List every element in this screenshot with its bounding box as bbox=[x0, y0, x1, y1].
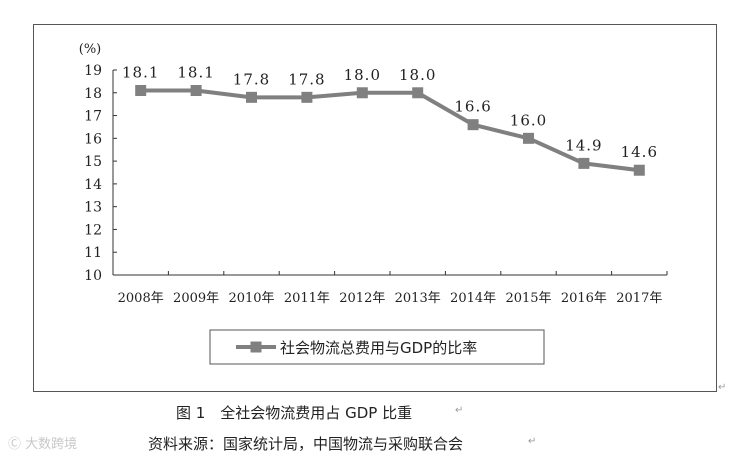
x-tick-label: 2017年 bbox=[616, 291, 662, 306]
x-tick-label: 2012年 bbox=[339, 291, 385, 306]
data-label: 18.0 bbox=[399, 66, 436, 84]
y-tick-label: 13 bbox=[84, 200, 102, 216]
data-point-marker bbox=[467, 119, 479, 131]
data-label: 17.8 bbox=[288, 70, 325, 88]
paragraph-mark-icon: ↵ bbox=[528, 436, 537, 447]
paragraph-mark-icon: ↵ bbox=[718, 382, 727, 393]
series-line bbox=[140, 88, 640, 173]
data-label: 14.9 bbox=[565, 136, 602, 154]
x-tick-label: 2013年 bbox=[395, 291, 441, 306]
data-point-marker bbox=[356, 87, 368, 99]
data-label: 18.1 bbox=[177, 64, 214, 82]
y-tick-label: 18 bbox=[84, 86, 102, 102]
data-point-marker bbox=[412, 87, 424, 99]
y-axis-unit-label: (%) bbox=[79, 42, 102, 57]
watermark-logo: Ⓒ 大数跨境 bbox=[8, 437, 78, 452]
data-label: 17.8 bbox=[233, 70, 270, 88]
data-label: 14.6 bbox=[621, 143, 658, 161]
paragraph-mark-icon: ↵ bbox=[455, 405, 464, 416]
y-tick-label: 14 bbox=[84, 177, 102, 193]
x-tick-label: 2009年 bbox=[173, 291, 219, 306]
x-tick-label: 2008年 bbox=[118, 291, 164, 306]
y-tick-label: 15 bbox=[84, 154, 102, 170]
line-chart: 10 11 12 13 14 15 16 17 18 19 (%) 2008年 2009年 2010年 20… bbox=[79, 42, 668, 365]
y-tick-label: 12 bbox=[84, 222, 102, 238]
data-label: 18.0 bbox=[344, 66, 381, 84]
y-tick-label: 19 bbox=[84, 63, 102, 79]
data-label: 18.1 bbox=[122, 64, 159, 82]
legend-marker bbox=[250, 341, 262, 353]
data-point-marker bbox=[633, 164, 645, 176]
data-point-marker bbox=[523, 132, 534, 144]
figure-caption: 图 1 全社会物流费用占 GDP 比重 bbox=[176, 404, 413, 422]
x-tick-label: 2014年 bbox=[450, 291, 496, 306]
data-point-marker bbox=[190, 85, 202, 96]
data-label: 16.0 bbox=[510, 111, 547, 129]
x-tick-label: 2011年 bbox=[284, 291, 330, 306]
y-tick-label: 16 bbox=[84, 131, 102, 147]
x-tick-label: 2016年 bbox=[561, 291, 607, 306]
data-point-marker bbox=[135, 85, 147, 96]
data-label: 16.6 bbox=[454, 98, 491, 116]
legend-label: 社会物流总费用与GDP的比率 bbox=[280, 339, 477, 357]
data-point-marker bbox=[301, 91, 313, 103]
data-point-marker bbox=[578, 157, 590, 169]
y-tick-label: 17 bbox=[84, 109, 102, 125]
source-note: 资料来源：国家统计局，中国物流与采购联合会 bbox=[148, 435, 464, 453]
x-tick-label: 2010年 bbox=[228, 291, 274, 306]
data-point-marker bbox=[246, 91, 257, 103]
chart-frame bbox=[33, 24, 717, 392]
x-tick-label: 2015年 bbox=[505, 291, 551, 306]
y-tick-label: 10 bbox=[84, 268, 102, 284]
y-tick-label: 11 bbox=[84, 245, 102, 261]
